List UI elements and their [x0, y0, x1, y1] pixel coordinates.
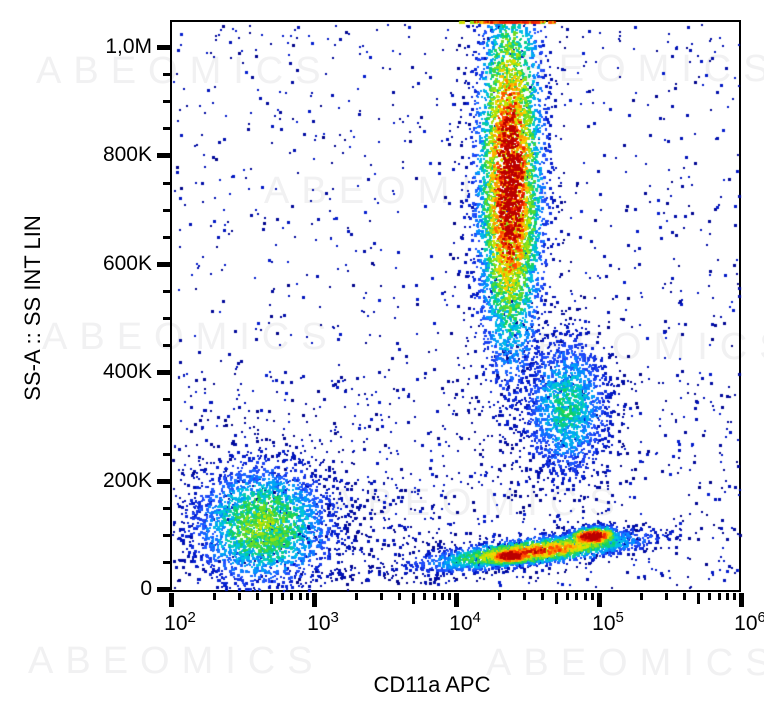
y-major-tick [157, 262, 170, 267]
y-minor-tick [163, 344, 170, 347]
x-minor-tick [541, 593, 544, 600]
y-tick-label: 200K [102, 469, 152, 492]
x-minor-tick [270, 593, 273, 604]
x-minor-tick [718, 593, 721, 600]
y-tick-label: 600K [102, 252, 152, 275]
y-major-tick [157, 45, 170, 50]
x-minor-tick [523, 593, 526, 600]
y-major-tick [157, 370, 170, 375]
y-minor-tick [163, 534, 170, 537]
y-major-tick [157, 587, 170, 592]
x-major-tick [169, 593, 174, 607]
y-minor-tick [163, 73, 170, 76]
y-tick-label: 800K [102, 143, 152, 166]
x-tick-label: 104 [449, 609, 481, 635]
x-minor-tick [256, 593, 259, 600]
x-minor-tick [575, 593, 578, 600]
y-minor-tick [163, 100, 170, 103]
y-major-tick [157, 153, 170, 158]
x-minor-tick [398, 593, 401, 600]
y-minor-tick [163, 127, 170, 130]
x-minor-tick [726, 593, 729, 600]
x-minor-tick [281, 593, 284, 600]
x-minor-tick [238, 593, 241, 600]
y-tick-label: 400K [102, 360, 152, 383]
y-minor-tick [163, 561, 170, 564]
x-tick-label: 103 [307, 609, 339, 635]
x-minor-tick [555, 593, 558, 604]
x-minor-tick [355, 593, 358, 600]
y-minor-tick [163, 209, 170, 212]
x-minor-tick [448, 593, 451, 600]
y-axis-label: SS-A :: SS INT LIN [20, 215, 45, 401]
y-tick-label: 1,0M [105, 35, 152, 58]
y-minor-tick [163, 182, 170, 185]
x-minor-tick [584, 593, 587, 600]
x-major-tick [454, 593, 459, 607]
x-tick-label: 105 [592, 609, 624, 635]
x-minor-tick [441, 593, 444, 600]
y-minor-tick [163, 453, 170, 456]
x-minor-tick [591, 593, 594, 600]
y-minor-tick [163, 236, 170, 239]
x-major-tick [739, 593, 744, 607]
x-minor-tick [665, 593, 668, 600]
x-tick-label: 102 [164, 609, 196, 635]
x-minor-tick [423, 593, 426, 600]
x-minor-tick [299, 593, 302, 600]
y-major-tick [157, 479, 170, 484]
y-minor-tick [163, 290, 170, 293]
x-axis-label: CD11a APC [0, 672, 764, 698]
x-axis-label-text: CD11a APC [373, 672, 491, 697]
x-minor-tick [498, 593, 501, 600]
x-minor-tick [697, 593, 700, 604]
y-minor-tick [163, 398, 170, 401]
y-tick-label: 0 [140, 577, 152, 600]
y-minor-tick [163, 425, 170, 428]
x-minor-tick [566, 593, 569, 600]
y-minor-tick [163, 507, 170, 510]
x-major-tick [597, 593, 602, 607]
x-minor-tick [412, 593, 415, 604]
x-minor-tick [306, 593, 309, 600]
x-tick-label: 106 [734, 609, 764, 635]
x-minor-tick [640, 593, 643, 600]
x-minor-tick [708, 593, 711, 600]
x-major-tick [312, 593, 317, 607]
x-minor-tick [733, 593, 736, 600]
x-minor-tick [213, 593, 216, 600]
y-minor-tick [163, 317, 170, 320]
x-minor-tick [433, 593, 436, 600]
x-minor-tick [380, 593, 383, 600]
x-minor-tick [683, 593, 686, 600]
x-minor-tick [290, 593, 293, 600]
